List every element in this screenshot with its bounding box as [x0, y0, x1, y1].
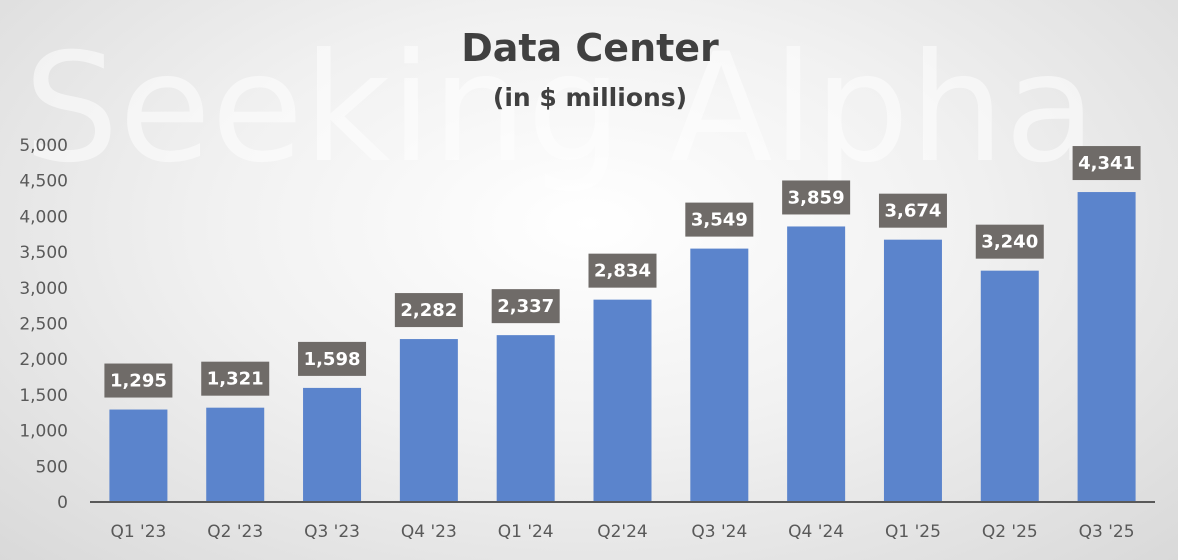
x-tick-label: Q1 '23 — [110, 522, 166, 542]
data-label-box — [588, 253, 657, 288]
x-tick-label: Q4 '23 — [401, 522, 457, 542]
x-tick-label: Q4 '24 — [788, 522, 844, 542]
data-label-box — [782, 180, 851, 215]
data-label: 1,295 — [110, 371, 167, 392]
data-label: 1,321 — [207, 369, 264, 390]
y-tick-label: 3,000 — [19, 279, 68, 299]
bar — [206, 407, 265, 502]
data-label-box — [104, 363, 173, 398]
x-axis: Q1 '23 Q2 '23 Q3 '23 Q4 '23 Q1 '24 Q2'24 Q3 '2… — [110, 522, 1134, 542]
bar — [593, 299, 652, 502]
x-tick-label: Q2 '23 — [207, 522, 263, 542]
y-tick-label: 0 — [57, 493, 68, 513]
data-label: 2,337 — [497, 296, 554, 317]
bar — [399, 339, 458, 502]
y-tick-label: 2,000 — [19, 350, 68, 370]
bar — [109, 409, 168, 502]
watermark-text: Seeking Alpha — [24, 22, 1097, 196]
y-tick-label: 500 — [36, 457, 68, 477]
y-tick-label: 3,500 — [19, 243, 68, 263]
x-tick-label: Q3 '23 — [304, 522, 360, 542]
x-tick-label: Q3 '24 — [691, 522, 747, 542]
data-label: 1,598 — [304, 349, 361, 370]
y-tick-label: 5,000 — [19, 136, 68, 156]
bar — [883, 239, 942, 503]
data-label-box — [685, 202, 754, 237]
bar — [980, 270, 1039, 502]
bar — [690, 248, 749, 502]
data-label-box — [394, 293, 463, 328]
data-label: 3,674 — [884, 201, 941, 222]
chart-title: Data Center — [461, 26, 719, 70]
x-tick-label: Q2 '25 — [982, 522, 1038, 542]
data-label: 2,834 — [594, 261, 651, 282]
data-label-box — [491, 289, 560, 324]
bar — [303, 387, 362, 502]
y-axis: 0 500 1,000 1,500 2,000 2,500 3,000 3,500 4,000 4… — [19, 136, 68, 513]
data-label: 3,240 — [981, 232, 1038, 253]
x-tick-label: Q1 '25 — [885, 522, 941, 542]
data-label-box — [298, 341, 367, 376]
x-tick-label: Q2'24 — [597, 522, 648, 542]
chart-subtitle: (in $ millions) — [493, 83, 687, 112]
y-tick-label: 4,000 — [19, 207, 68, 227]
x-tick-label: Q3 '25 — [1079, 522, 1135, 542]
data-label: 2,282 — [400, 300, 457, 321]
y-tick-label: 1,000 — [19, 422, 68, 442]
bar-series: 1,295 1,321 1,598 2,282 2,337 2,834 3,549 3,859… — [104, 146, 1141, 503]
bar — [496, 335, 555, 502]
data-label: 4,341 — [1078, 153, 1135, 174]
data-label-box — [1072, 146, 1141, 181]
y-tick-label: 1,500 — [19, 386, 68, 406]
data-label-box — [975, 224, 1044, 259]
data-label: 3,859 — [788, 187, 845, 208]
bar — [787, 226, 846, 502]
y-tick-label: 4,500 — [19, 172, 68, 192]
data-label: 3,549 — [691, 210, 748, 231]
data-label-box — [201, 361, 270, 396]
data-label-box — [878, 193, 947, 228]
y-tick-label: 2,500 — [19, 315, 68, 335]
x-tick-label: Q1 '24 — [498, 522, 554, 542]
bar — [1077, 192, 1136, 502]
